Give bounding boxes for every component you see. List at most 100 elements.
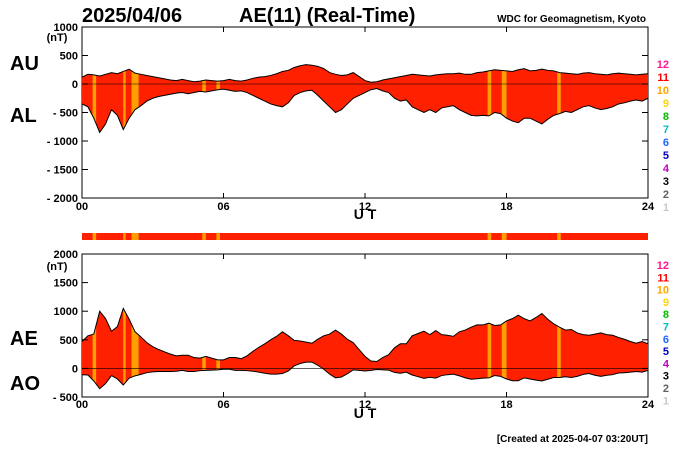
au-al-area: [81, 64, 649, 134]
au-al-y-tick-label: - 1500: [47, 165, 78, 177]
legend-count-11: 11: [657, 272, 669, 284]
legend-count-4: 4: [663, 358, 670, 370]
legend-count-11: 11: [657, 72, 669, 84]
au-al-y-tick-label: 1000: [54, 22, 78, 34]
ae-ao-y-ticks: 2000 1500 1000 500 0 - 500: [53, 249, 648, 404]
ae-ao-highlight-band: [202, 308, 206, 389]
ae-ao-x-tick-label: 12: [359, 399, 371, 411]
created-timestamp: [Created at 2025-04-07 03:20UT]: [497, 434, 648, 445]
au-al-highlight-band: [92, 64, 97, 133]
legend-count-4: 4: [663, 163, 670, 175]
legend-count-9: 9: [663, 98, 669, 110]
legend-count-12: 12: [657, 59, 669, 71]
status-bar-band: [557, 233, 561, 240]
au-al-y-tick-label: - 2000: [47, 193, 78, 205]
date-label: 2025/04/06: [82, 5, 182, 27]
status-bar-band: [216, 233, 220, 240]
status-bar-band: [131, 233, 139, 240]
au-al-x-tick-label: 18: [500, 201, 512, 213]
au-al-highlight-band: [487, 64, 492, 133]
au-al-x-tick-label: 12: [359, 201, 371, 213]
chart-title: AE(11) (Real-Time): [239, 5, 415, 27]
ae-ao-highlight-band: [131, 308, 139, 389]
au-al-highlight-band: [123, 64, 126, 133]
au-al-highlight-band: [131, 64, 139, 133]
legend-count-1: 1: [663, 395, 669, 407]
au-al-panel: 1000 500 0 - 500 - 1000 - 1500 - 2000 00 06 12 18…: [10, 22, 655, 222]
ae-ao-y-tick-label: 1500: [54, 278, 78, 290]
ae-ao-x-tick-label: 06: [217, 399, 229, 411]
legend-count-2: 2: [663, 189, 669, 201]
ae-ao-x-tick-label: 24: [642, 399, 655, 411]
status-bar-band: [501, 233, 507, 240]
au-al-x-tick-label: 06: [217, 201, 229, 213]
legend-count-3: 3: [663, 371, 669, 383]
legend-count-1: 1: [663, 202, 669, 214]
legend-count-10: 10: [657, 85, 669, 97]
au-al-x-tick-label: 24: [642, 201, 655, 213]
status-bar-band: [92, 233, 97, 240]
ae-ao-panel: 2000 1500 1000 500 0 - 500 00 06 12 18 24 (nT) U …: [10, 249, 655, 421]
status-bar-band: [487, 233, 492, 240]
ae-ao-highlight-band: [501, 308, 507, 389]
ae-ao-highlight-band: [216, 308, 220, 389]
au-al-x-ticks: 00 06 12 18 24: [76, 27, 655, 213]
ae-ao-highlight-band: [557, 308, 561, 389]
legend-count-10: 10: [657, 285, 669, 297]
series-line-au: [81, 64, 649, 83]
au-al-x-tick-label: 00: [76, 201, 88, 213]
series-label-ao: AO: [10, 373, 40, 395]
au-al-xlabel: U T: [354, 206, 377, 222]
ae-ao-xlabel: U T: [354, 405, 377, 421]
au-al-y-tick-label: - 500: [53, 108, 78, 120]
au-al-y-tick-label: 500: [60, 51, 78, 63]
ae-ao-y-tick-label: 500: [60, 335, 78, 347]
legend-count-7: 7: [663, 322, 669, 334]
legend-count-2: 2: [663, 383, 669, 395]
series-label-au: AU: [10, 53, 39, 75]
legend-count-9: 9: [663, 297, 669, 309]
series-label-ae: AE: [10, 328, 38, 350]
ae-ao-highlight-band: [92, 308, 97, 389]
status-bar-band: [123, 233, 126, 240]
au-al-y-tick-label: 0: [72, 79, 78, 91]
series-line-ae: [81, 307, 649, 363]
ae-ao-y-tick-label: 0: [72, 363, 78, 375]
au-al-highlight-band: [557, 64, 561, 133]
legend-count-3: 3: [663, 176, 669, 188]
legend-count-5: 5: [663, 150, 669, 162]
legend-count-6: 6: [663, 334, 669, 346]
au-al-fill-area: [82, 64, 648, 133]
status-bar-band: [202, 233, 206, 240]
ae-ao-highlight-band: [123, 308, 126, 389]
legend-count-8: 8: [663, 309, 669, 321]
ae-ao-area: [81, 307, 649, 390]
legend-count-5: 5: [663, 346, 669, 358]
au-al-highlight-band: [216, 64, 220, 133]
ae-ao-x-tick-label: 18: [500, 399, 512, 411]
legend-count-7: 7: [663, 124, 669, 136]
ae-ao-y-tick-label: - 500: [53, 392, 78, 404]
legend-count-12: 12: [657, 260, 669, 272]
legend-count-6: 6: [663, 137, 669, 149]
source-label: WDC for Geomagnetism, Kyoto: [497, 14, 646, 25]
ae-ao-x-ticks: 00 06 12 18 24: [76, 254, 655, 411]
ae-ao-highlight-band: [487, 308, 492, 389]
ae-ao-x-tick-label: 00: [76, 399, 88, 411]
au-al-y-ticks: 1000 500 0 - 500 - 1000 - 1500 - 2000: [47, 22, 648, 205]
series-label-al: AL: [10, 105, 37, 127]
ae-ao-ylabel: (nT): [47, 261, 68, 273]
au-al-y-tick-label: - 1000: [47, 136, 78, 148]
legend-count-8: 8: [663, 111, 669, 123]
station-status-bar: [82, 233, 648, 240]
ae-ao-y-tick-label: 1000: [54, 306, 78, 318]
status-bar-base: [82, 233, 648, 240]
series-line-ao: [81, 361, 649, 390]
au-al-highlight-band: [202, 64, 206, 133]
au-al-highlight-band: [501, 64, 507, 133]
series-line-al: [81, 88, 649, 134]
au-al-ylabel: (nT): [47, 32, 68, 44]
ae-ao-y-tick-label: 2000: [54, 249, 78, 261]
